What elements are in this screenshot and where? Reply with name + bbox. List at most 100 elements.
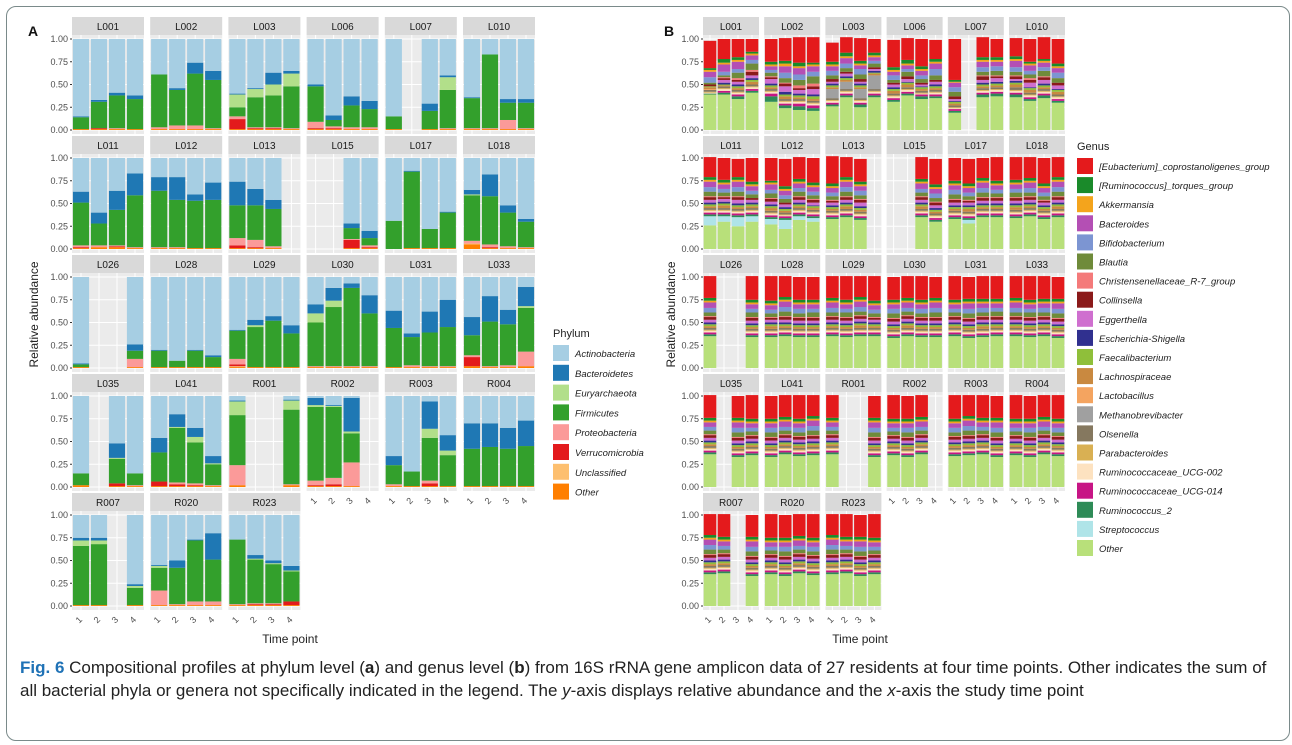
bar-segment <box>840 563 853 566</box>
bar-segment <box>826 183 839 187</box>
bar-segment <box>1023 299 1037 303</box>
bar-L010-t2 <box>481 39 499 130</box>
bar-segment <box>703 326 717 328</box>
facet-strip <box>703 374 759 392</box>
bar-segment <box>806 209 820 212</box>
bar-segment <box>976 303 990 308</box>
x-tick-label: 3 <box>501 496 512 507</box>
bar-segment <box>731 207 745 209</box>
bar-segment <box>806 195 820 199</box>
facet-strip <box>306 255 379 273</box>
bar-segment <box>731 187 745 192</box>
bar-segment <box>806 216 820 219</box>
bar-segment <box>764 96 778 102</box>
bar-segment <box>325 300 342 308</box>
bar-segment <box>840 76 853 79</box>
bar-segment <box>990 448 1004 451</box>
bar-segment <box>840 308 853 313</box>
facet-L010: L010 <box>1009 17 1065 134</box>
bar-segment <box>962 216 976 219</box>
bar-segment <box>703 94 717 130</box>
bar-segment <box>1023 443 1037 446</box>
bar-segment <box>745 92 759 130</box>
bar-segment <box>108 483 126 487</box>
bar-segment <box>703 197 717 200</box>
bar-segment <box>764 64 778 67</box>
legend-swatch <box>553 483 569 500</box>
bar-segment <box>840 556 853 560</box>
bar-segment <box>1023 197 1037 200</box>
bar-segment <box>854 575 867 606</box>
bar-segment <box>1023 445 1037 447</box>
bar-segment <box>229 116 246 120</box>
bar-segment <box>307 84 324 87</box>
bar-segment <box>764 90 778 92</box>
y-tick-label: 0.50 <box>681 199 699 209</box>
bar-segment <box>976 435 990 438</box>
bar-segment <box>826 192 839 197</box>
bar-segment <box>840 191 853 197</box>
facet-strip <box>764 374 821 392</box>
bar-segment <box>72 485 90 487</box>
bar-segment <box>1023 423 1037 428</box>
bar-segment <box>990 451 1004 454</box>
legend-swatch <box>553 345 569 361</box>
bar-segment <box>1023 92 1037 95</box>
bar-R007-t1 <box>72 515 90 606</box>
bar-segment <box>976 442 990 445</box>
bar-segment <box>283 605 300 606</box>
bar-segment <box>854 574 867 576</box>
bar-segment <box>1023 39 1037 62</box>
legend-label: Faecalibacterium <box>1099 353 1171 364</box>
bar-segment <box>868 72 881 74</box>
bar-segment <box>868 537 881 541</box>
bar-L026-t1 <box>72 277 90 368</box>
bar-segment <box>840 90 853 92</box>
bar-segment <box>929 86 942 89</box>
bar-segment <box>1037 395 1051 417</box>
bar-segment <box>1009 427 1023 432</box>
bar-segment <box>915 444 928 447</box>
bar-segment <box>792 395 806 419</box>
legend-swatch <box>1077 444 1093 461</box>
bar-segment <box>976 422 990 427</box>
bar-segment <box>976 76 990 80</box>
legend-label: Ruminococcaceae_UCG-014 <box>1099 487 1223 498</box>
bar-L007-t4 <box>439 39 456 130</box>
bar-segment <box>343 238 360 240</box>
facet-strip <box>72 374 144 392</box>
bar-segment <box>229 94 246 108</box>
bar-segment <box>1023 335 1037 338</box>
bar-segment <box>915 204 928 207</box>
bar-segment <box>962 223 976 249</box>
bar-segment <box>962 435 976 437</box>
legend-swatch <box>1077 349 1093 365</box>
bar-segment <box>929 158 942 185</box>
bar-segment <box>778 316 792 318</box>
bar-segment <box>229 364 246 367</box>
y-tick-label: 0.50 <box>681 318 699 328</box>
bar-segment <box>283 485 300 487</box>
bar-segment <box>745 448 759 450</box>
bar-segment <box>929 215 942 217</box>
bar-segment <box>929 330 942 332</box>
bar-segment <box>745 312 759 318</box>
bar-L015-t4 <box>929 158 942 249</box>
bar-segment <box>499 367 517 368</box>
bar-segment <box>1051 452 1065 455</box>
bar-segment <box>1009 67 1023 72</box>
bar-segment <box>778 204 792 208</box>
bar-segment <box>1051 91 1065 95</box>
bar-segment <box>1023 304 1037 309</box>
bar-segment <box>517 102 535 129</box>
bar-segment <box>717 208 731 210</box>
bar-segment <box>976 448 990 451</box>
bar-segment <box>717 567 731 570</box>
bar-segment <box>915 304 928 309</box>
bar-segment <box>205 199 222 249</box>
bar-segment <box>717 573 731 606</box>
bar-segment <box>990 213 1004 216</box>
x-tick-label: 1 <box>230 615 241 626</box>
